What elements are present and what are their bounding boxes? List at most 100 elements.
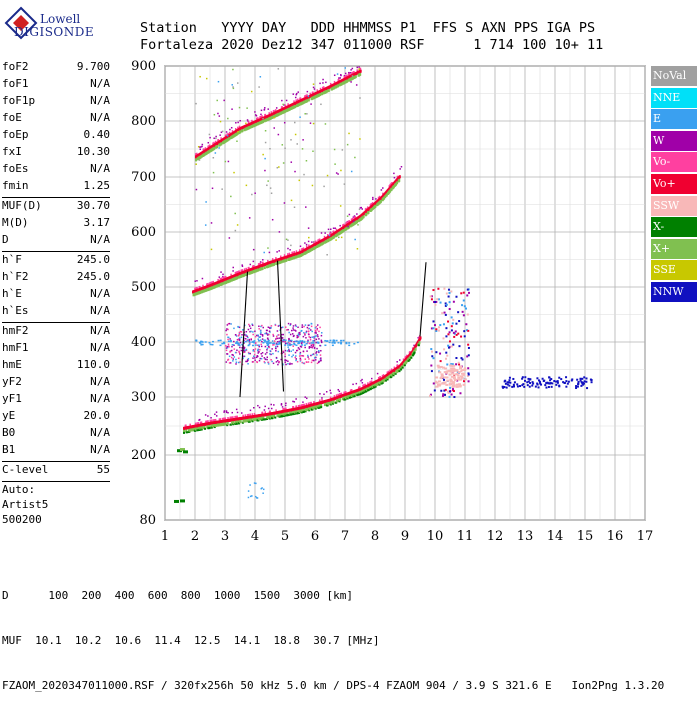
- echo-dot: [243, 273, 246, 277]
- spread-f-echo: [278, 324, 281, 327]
- upper-echo: [343, 183, 346, 185]
- echo-dot: [327, 228, 330, 231]
- spread-f-echo: [290, 350, 292, 353]
- upper-echo: [259, 76, 262, 78]
- spread-f-echo: [251, 323, 253, 325]
- echo-dot: [350, 69, 352, 71]
- echo-dot: [258, 263, 260, 266]
- autoscale-info: Auto:: [2, 483, 36, 496]
- x-trace-echo: [531, 384, 534, 387]
- spread-f-echo: [237, 361, 240, 364]
- echo-dot: [198, 428, 201, 431]
- upper-echo: [334, 163, 336, 165]
- spread-f-echo: [278, 337, 281, 339]
- profile-line: [419, 262, 427, 337]
- spread-f-echo: [284, 340, 286, 343]
- upper-echo: [296, 143, 298, 145]
- spread-f-echo: [274, 345, 277, 348]
- cusp-echo: [452, 300, 455, 303]
- echo-dot: [207, 420, 209, 423]
- echo-dot: [252, 406, 255, 409]
- echo-dot: [257, 404, 259, 407]
- cusp-echo: [430, 364, 433, 367]
- echo-dot: [327, 238, 330, 242]
- spread-f-echo: [225, 347, 228, 349]
- echo-dot: [194, 280, 196, 282]
- echo-dot: [377, 376, 380, 379]
- echo-dot: [238, 422, 241, 425]
- echo-dot: [304, 410, 307, 413]
- echo-dot: [305, 245, 308, 248]
- spread-f-echo: [316, 328, 319, 330]
- echo-dot: [247, 420, 250, 423]
- x-trace-echo: [544, 384, 547, 387]
- footer-distance-row: D 100 200 400 600 800 1000 1500 3000 [km…: [2, 589, 353, 602]
- e-region-echo: [247, 490, 250, 492]
- spread-f-echo: [287, 341, 290, 344]
- echo-dot: [185, 424, 187, 427]
- spread-f-echo: [268, 346, 270, 349]
- echo-dot: [207, 141, 210, 144]
- cusp-echo: [463, 305, 466, 308]
- spread-f-echo: [272, 344, 274, 346]
- y-tick-label: 700: [131, 170, 156, 185]
- spread-f-echo: [319, 354, 322, 356]
- echo-dot: [353, 75, 356, 79]
- spread-f-echo: [292, 327, 294, 329]
- spread-f-echo: [300, 354, 303, 357]
- spread-f-echo: [235, 361, 238, 363]
- param-value: 30.70: [76, 199, 110, 212]
- spread-f-echo: [260, 333, 262, 336]
- spread-f-echo: [299, 333, 301, 336]
- x-tick-label: 6: [311, 529, 319, 544]
- echo-dot: [390, 373, 393, 377]
- spread-f-echo: [259, 336, 261, 338]
- echo-dot: [305, 403, 308, 406]
- cusp-echo: [458, 345, 461, 348]
- echo-dot: [208, 282, 211, 285]
- spread-f-echo: [269, 331, 271, 333]
- cusp-echo: [441, 394, 444, 397]
- echo-dot: [222, 276, 225, 279]
- spread-f-echo: [293, 343, 296, 345]
- cusp-echo: [443, 378, 446, 381]
- spread-f-echo: [266, 358, 268, 361]
- echo-dot: [331, 87, 334, 91]
- echo-dot: [226, 133, 228, 136]
- spread-f-echo: [244, 349, 246, 352]
- spread-f-echo: [227, 338, 229, 341]
- echo-dot: [268, 112, 270, 115]
- spread-f-echo: [303, 325, 305, 328]
- spread-f-echo: [219, 339, 222, 342]
- spread-f-echo: [303, 344, 306, 346]
- spread-f-echo: [250, 338, 253, 340]
- echo-dot: [370, 203, 373, 206]
- echo-dot: [352, 395, 355, 398]
- spread-f-echo: [284, 344, 287, 346]
- spread-f-echo: [306, 350, 308, 352]
- echo-dot: [201, 277, 204, 280]
- echo-dot: [194, 287, 197, 290]
- echo-dot: [360, 206, 363, 209]
- echo-dot: [207, 145, 209, 148]
- echo-dot: [332, 402, 335, 405]
- x-trace-echo: [511, 385, 514, 388]
- upper-echo: [227, 117, 229, 120]
- cusp-echo: [445, 335, 448, 338]
- cusp-echo: [463, 335, 466, 338]
- upper-echo: [302, 139, 304, 141]
- upper-echo: [212, 157, 215, 159]
- cusp-echo: [462, 291, 465, 294]
- spread-f-echo: [280, 326, 283, 329]
- echo-dot: [387, 370, 390, 373]
- spread-f-echo: [257, 344, 260, 346]
- spread-f-echo: [315, 330, 317, 333]
- echo-dot: [417, 344, 420, 347]
- upper-echo: [290, 244, 292, 247]
- spread-f-echo: [253, 353, 256, 356]
- cusp-echo: [432, 382, 435, 385]
- param-key: M(D): [2, 216, 29, 229]
- cusp-echo: [466, 375, 469, 378]
- spread-f-echo: [248, 325, 251, 327]
- echo-dot: [393, 366, 396, 369]
